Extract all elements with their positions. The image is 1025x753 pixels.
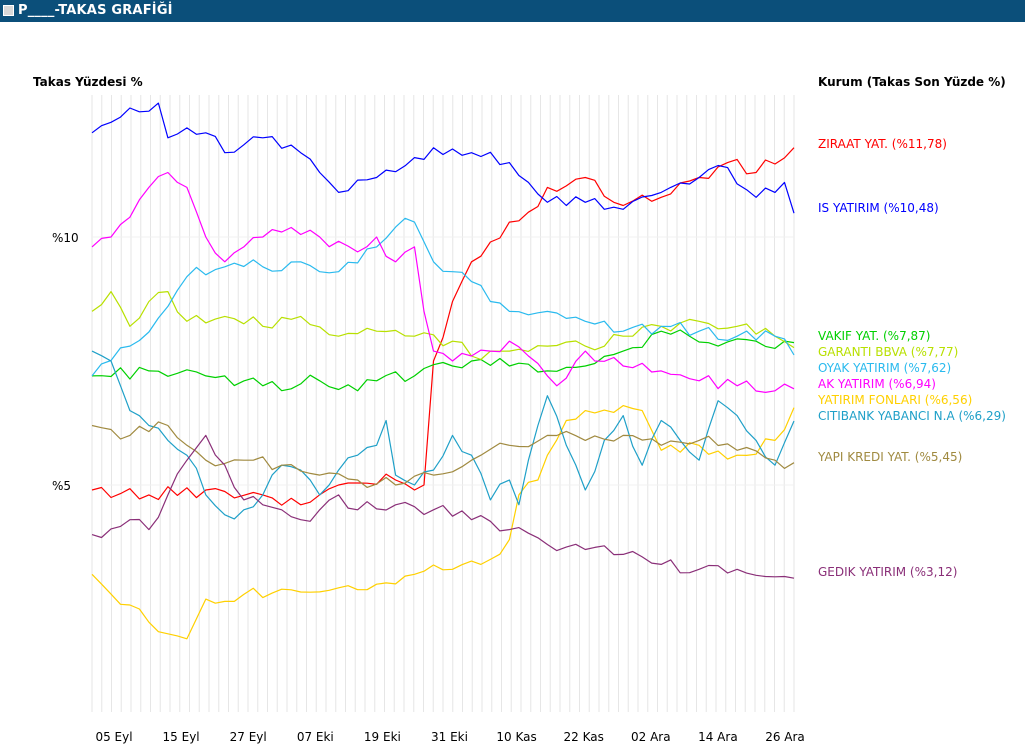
x-tick-label: 26 Ara bbox=[765, 730, 805, 744]
legend-entry: OYAK YATIRIM (%7,62) bbox=[818, 361, 951, 375]
legend-entry: YATIRIM FONLARI (%6,56) bbox=[817, 393, 972, 407]
line-chart: Takas Yüzdesi % Kurum (Takas Son Yüzde %… bbox=[33, 75, 1006, 744]
series-line bbox=[91, 217, 795, 377]
x-tick-label: 27 Eyl bbox=[230, 730, 267, 744]
legend-entry: CITIBANK YABANCI N.A (%6,29) bbox=[818, 409, 1006, 423]
x-tick-label: 22 Kas bbox=[564, 730, 604, 744]
x-tick-label: 31 Eki bbox=[431, 730, 468, 744]
legend-entry: YAPI KREDI YAT. (%5,45) bbox=[817, 450, 962, 464]
series-line bbox=[91, 102, 795, 214]
y-axis-title: Takas Yüzdesi % bbox=[33, 75, 143, 89]
legend: ZIRAAT YAT. (%11,78) IS YATIRIM (%10,48) V… bbox=[817, 137, 1006, 579]
x-tick-label: 15 Eyl bbox=[163, 730, 200, 744]
chart-grid bbox=[91, 95, 795, 712]
series-lines bbox=[91, 102, 795, 640]
window-title: P____-TAKAS GRAFİĞİ bbox=[18, 3, 173, 18]
x-tick-label: 02 Ara bbox=[631, 730, 671, 744]
y-tick-label: %5 bbox=[52, 479, 71, 493]
series-line bbox=[91, 405, 795, 640]
legend-entry: VAKIF YAT. (%7,87) bbox=[818, 329, 930, 343]
y-tick-label: %10 bbox=[52, 231, 79, 245]
x-tick-label: 05 Eyl bbox=[95, 730, 132, 744]
series-line bbox=[91, 421, 795, 488]
x-tick-label: 14 Ara bbox=[698, 730, 738, 744]
legend-entry: IS YATIRIM (%10,48) bbox=[818, 201, 939, 215]
series-line bbox=[91, 350, 795, 520]
legend-entry: GEDIK YATIRIM (%3,12) bbox=[818, 565, 957, 579]
series-line bbox=[91, 171, 795, 393]
legend-entry: AK YATIRIM (%6,94) bbox=[818, 377, 936, 391]
series-line bbox=[91, 329, 795, 392]
x-tick-label: 19 Eki bbox=[364, 730, 401, 744]
y-axis-ticks: %10 %5 bbox=[52, 231, 79, 493]
series-line bbox=[91, 147, 795, 506]
series-line bbox=[91, 291, 795, 361]
legend-title: Kurum (Takas Son Yüzde %) bbox=[818, 75, 1006, 89]
window-menu-icon[interactable] bbox=[3, 5, 14, 16]
series-line bbox=[91, 434, 795, 579]
x-tick-label: 10 Kas bbox=[496, 730, 536, 744]
x-axis-ticks: 05 Eyl 15 Eyl 27 Eyl 07 Eki 19 Eki 31 Eki 10 K… bbox=[95, 730, 804, 744]
legend-entry: ZIRAAT YAT. (%11,78) bbox=[818, 137, 947, 151]
window-titlebar: P____-TAKAS GRAFİĞİ bbox=[0, 0, 1025, 22]
x-tick-label: 07 Eki bbox=[297, 730, 334, 744]
legend-entry: GARANTI BBVA (%7,77) bbox=[818, 345, 958, 359]
